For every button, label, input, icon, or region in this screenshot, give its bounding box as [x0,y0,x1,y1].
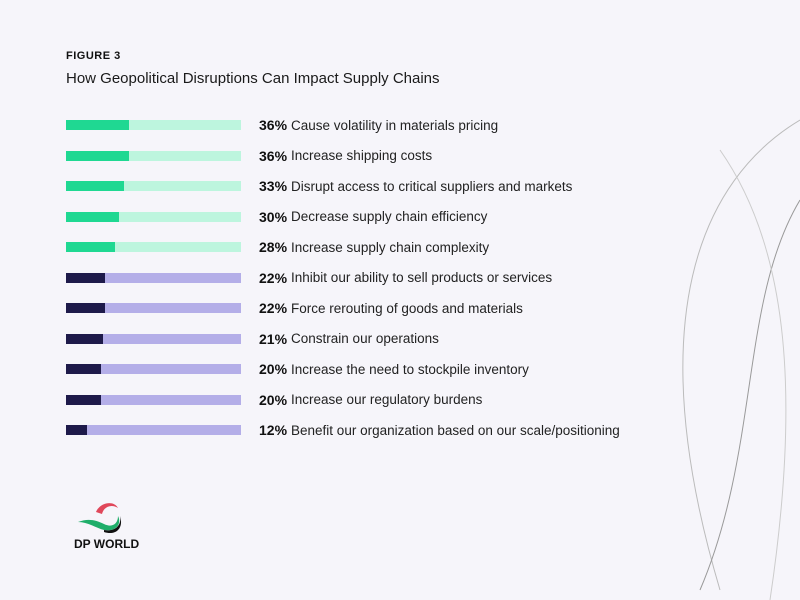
bar-row: 20% Increase the need to stockpile invent… [66,359,529,379]
bar [66,211,119,222]
logo-text: DP WORLD [74,537,140,551]
bar [66,394,101,405]
bar-row: 21% Constrain our operations [66,329,439,349]
category-label: Cause volatility in materials pricing [291,117,499,133]
bar [66,272,105,283]
chart-title: How Geopolitical Disruptions Can Impact … [66,70,440,87]
bar-track [66,394,241,405]
category-label: Decrease supply chain efficiency [291,209,488,224]
bar-row: 22% Force rerouting of goods and material… [66,298,523,318]
bar-row: 33% Disrupt access to critical suppliers … [66,176,572,196]
bar-row: 12% Benefit our organization based on our… [66,420,620,440]
dp-world-logo-icon [78,503,122,534]
category-label: Disrupt access to critical suppliers and… [291,178,573,194]
value-label: 20% [259,391,288,408]
bar-track [66,272,241,283]
value-label: 22% [259,300,288,316]
category-label: Benefit our organization based on our sc… [291,422,620,438]
bar-track [66,303,241,313]
bar-track [66,120,241,130]
bar [66,303,105,313]
bar-row: 28% Increase supply chain complexity [66,237,489,257]
value-label: 22% [259,269,288,286]
category-label: Increase supply chain complexity [291,239,490,255]
category-label: Constrain our operations [291,331,439,346]
category-label: Increase shipping costs [291,148,433,163]
bar-row: 36% Increase shipping costs [66,146,432,166]
category-label: Inhibit our ability to sell products or … [291,270,553,285]
bar [66,120,129,130]
bar-track [66,242,241,252]
value-label: 12% [259,422,288,438]
bar-track [66,181,241,191]
value-label: 33% [259,178,288,194]
value-label: 30% [259,208,288,225]
bar-row: 30% Decrease supply chain efficiency [66,207,487,227]
bar-track [66,150,241,161]
bar-track [66,364,241,374]
value-label: 36% [259,117,288,133]
value-label: 36% [259,147,288,164]
bar-track [66,211,241,222]
bar [66,150,129,161]
bar [66,425,87,435]
category-label: Increase our regulatory burdens [291,392,483,407]
bar-track [66,425,241,435]
category-label: Force rerouting of goods and materials [291,300,523,316]
bar-track [66,333,241,344]
bar [66,364,101,374]
bar [66,242,115,252]
bar [66,333,103,344]
value-label: 28% [259,239,288,255]
category-label: Increase the need to stockpile inventory [291,361,529,377]
bar-row: 22% Inhibit our ability to sell products … [66,268,552,288]
figure-label: FIGURE 3 [66,50,121,62]
bar-row: 36% Cause volatility in materials pricing [66,115,498,135]
value-label: 21% [259,330,288,347]
bar [66,181,124,191]
bar-row: 20% Increase our regulatory burdens [66,390,482,410]
value-label: 20% [259,361,288,377]
